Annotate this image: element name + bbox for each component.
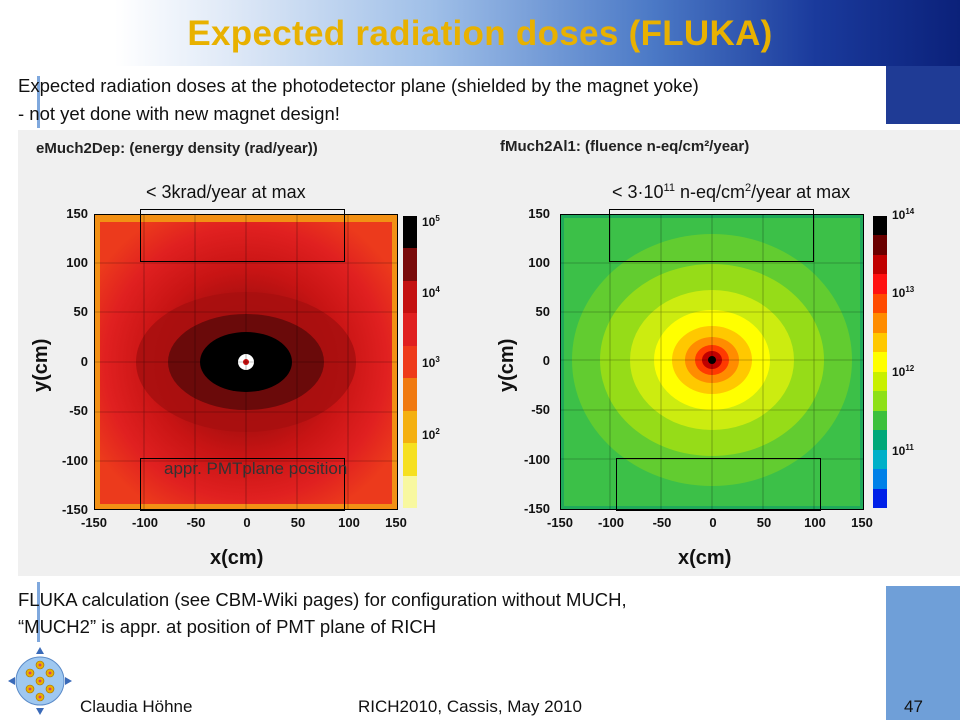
- left-plot-title: eMuch2Dep: (energy density (rad/year)): [36, 140, 318, 157]
- footer-event: RICH2010, Cassis, May 2010: [358, 697, 582, 716]
- left-ytick: -100: [61, 453, 88, 468]
- left-ytick: 100: [66, 255, 88, 270]
- colorbar-segment: [403, 378, 417, 412]
- intro-line-1: Expected radiation doses at the photodet…: [18, 75, 699, 96]
- bottom-line-1: FLUKA calculation (see CBM-Wiki pages) f…: [18, 589, 627, 610]
- left-xtick: -150: [80, 515, 108, 530]
- colorbar-segment: [403, 345, 417, 379]
- right-heatmap-grid: [560, 214, 864, 510]
- colorbar-segment: [873, 216, 887, 236]
- header-banner: [0, 0, 960, 66]
- left-ylabel: y(cm): [30, 338, 52, 392]
- left-plot-annotation: < 3krad/year at max: [146, 182, 306, 202]
- footer-author: Claudia Höhne: [80, 697, 193, 716]
- left-ytick: -150: [61, 502, 88, 517]
- colorbar-segment: [403, 475, 417, 509]
- left-xtick: -50: [186, 515, 206, 530]
- colorbar-segment: [873, 352, 887, 373]
- intro-line-2: - not yet done with new magnet design!: [18, 103, 340, 124]
- right-heatmap-core: [708, 356, 716, 364]
- right-xtick: 100: [804, 515, 826, 530]
- right-ytick: -100: [523, 452, 550, 467]
- colorbar-segment: [873, 469, 887, 490]
- right-colorbar: [873, 216, 887, 509]
- colorbar-segment: [873, 371, 887, 392]
- left-lower-box: [140, 458, 345, 511]
- left-accent-line-top: [37, 76, 40, 128]
- left-ytick: 150: [66, 206, 88, 221]
- detector-logo: [8, 647, 72, 715]
- right-accent-bar-top: [886, 66, 960, 124]
- right-colorbar-label: 1014: [892, 207, 915, 222]
- left-accent-line-bottom: [37, 582, 40, 642]
- colorbar-segment: [873, 449, 887, 470]
- logo-arrows: [8, 647, 72, 715]
- colorbar-segment: [873, 254, 887, 275]
- left-heatmap-center-dot: [243, 359, 249, 365]
- colorbar-segment: [403, 410, 417, 444]
- colorbar-segment: [403, 216, 417, 249]
- colorbar-segment: [873, 313, 887, 334]
- right-ytick: -150: [523, 501, 550, 516]
- left-ytick: 50: [73, 304, 88, 319]
- left-xtick: 50: [290, 515, 306, 530]
- right-ytick: 100: [528, 255, 550, 270]
- colorbar-segment: [403, 248, 417, 282]
- left-colorbar-label: 105: [422, 214, 440, 229]
- left-upper-box: [140, 209, 345, 262]
- colorbar-segment: [873, 488, 887, 509]
- left-heatmap-frame: [94, 214, 398, 510]
- right-colorbar-label: 1013: [892, 285, 915, 300]
- colorbar-segment: [873, 332, 887, 353]
- bottom-line-2: “MUCH2” is appr. at position of PMT plan…: [18, 616, 437, 637]
- left-xtick: -100: [131, 515, 159, 530]
- left-ytick: -50: [69, 403, 88, 418]
- left-colorbar: [403, 216, 417, 509]
- left-heatmap-grid: [94, 214, 398, 510]
- slide-title: Expected radiation doses (FLUKA): [187, 14, 773, 53]
- left-xtick: 150: [385, 515, 407, 530]
- left-colorbar-label: 103: [422, 355, 440, 370]
- colorbar-segment: [873, 410, 887, 431]
- right-xtick: -50: [652, 515, 672, 530]
- colorbar-segment: [403, 280, 417, 314]
- colorbar-segment: [873, 391, 887, 412]
- right-xtick: -150: [546, 515, 574, 530]
- right-ytick: 50: [535, 304, 550, 319]
- right-ylabel: y(cm): [496, 338, 518, 392]
- left-heatmap: [94, 214, 398, 510]
- right-plot-annotation: < 3·1011 n-eq/cm2/year at max: [612, 182, 851, 202]
- footer-page-number: 47: [904, 697, 923, 716]
- right-xtick: 0: [709, 515, 717, 530]
- right-ytick: 150: [528, 206, 550, 221]
- colorbar-segment: [873, 430, 887, 451]
- colorbar-segment: [873, 235, 887, 256]
- colorbar-segment: [403, 443, 417, 477]
- right-accent-bar-bottom: [886, 586, 960, 720]
- right-xtick: 50: [756, 515, 772, 530]
- right-lower-box: [616, 458, 821, 511]
- right-plot-title: fMuch2Al1: (fluence n-eq/cm²/year): [500, 138, 750, 155]
- right-xtick: -100: [597, 515, 625, 530]
- logo-dots: [28, 663, 52, 699]
- right-xlabel: x(cm): [678, 547, 732, 569]
- right-heatmap-frame: [560, 214, 864, 510]
- left-colorbar-label: 104: [422, 285, 440, 300]
- left-xtick: 0: [243, 515, 251, 530]
- left-xtick: 100: [338, 515, 360, 530]
- colorbar-segment: [403, 313, 417, 347]
- left-pmt-label: appr. PMTplane position: [164, 459, 348, 478]
- right-ytick: -50: [531, 402, 550, 417]
- right-xtick: 150: [851, 515, 873, 530]
- right-ytick: 0: [542, 353, 550, 368]
- left-ytick: 0: [80, 354, 88, 369]
- left-colorbar-label: 102: [422, 427, 440, 442]
- left-xlabel: x(cm): [210, 547, 264, 569]
- right-colorbar-label: 1011: [892, 443, 914, 458]
- right-colorbar-label: 1012: [892, 364, 915, 379]
- colorbar-segment: [873, 274, 887, 295]
- colorbar-segment: [873, 293, 887, 314]
- right-upper-box: [609, 209, 814, 262]
